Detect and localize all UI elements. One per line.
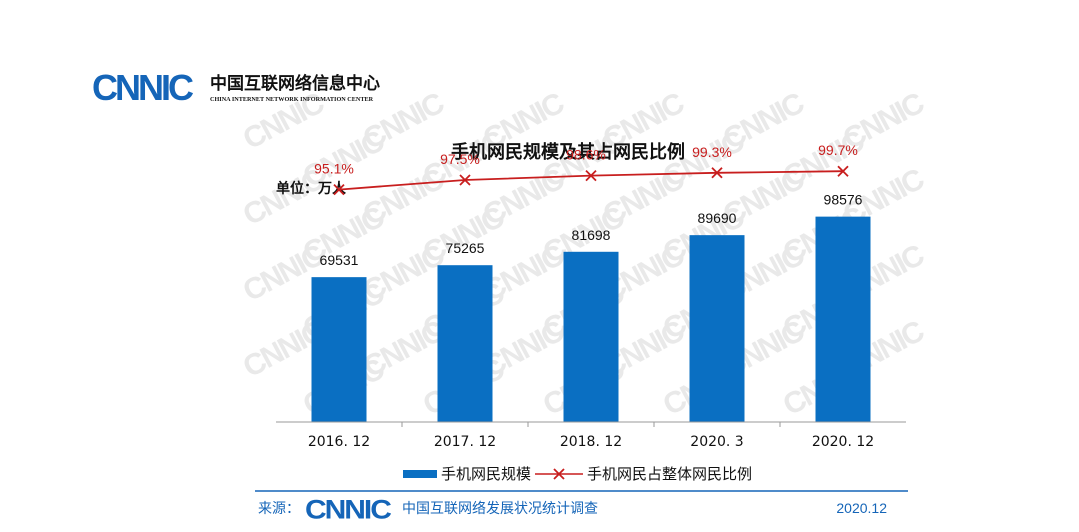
ratio-value-label: 97.5%	[440, 151, 480, 167]
x-tick-label: 2018. 12	[560, 434, 622, 450]
ratio-value-label: 95.1%	[314, 161, 354, 177]
legend-line-label: 手机网民占整体网民比例	[587, 465, 752, 483]
ratio-value-label: 98.6%	[566, 147, 606, 163]
footer-logo: CNNIC	[305, 495, 391, 525]
unit-label: 单位：万人	[276, 180, 347, 197]
bar-value-label: 81698	[572, 227, 611, 243]
chart-title: 手机网民规模及其占网民比例	[451, 141, 685, 163]
legend-bar-swatch	[403, 470, 437, 478]
bar	[437, 265, 493, 422]
ratio-value-label: 99.3%	[692, 144, 732, 160]
bar	[815, 216, 871, 422]
x-tick-label: 2020. 12	[812, 434, 874, 450]
ratio-marker	[837, 165, 849, 177]
ratio-marker	[711, 167, 723, 179]
legend-line-marker	[553, 468, 565, 480]
bar	[689, 235, 745, 422]
x-tick-label: 2016. 12	[308, 434, 370, 450]
bar-value-label: 89690	[698, 210, 737, 226]
x-tick-label: 2020. 3	[690, 434, 743, 450]
bar	[563, 251, 619, 422]
cnnic-header-logo: CNNIC 中国互联网络信息中心 CHINA INTERNET NETWORK …	[92, 67, 412, 108]
ratio-marker	[333, 183, 345, 196]
ratio-marker	[585, 169, 597, 182]
ratio-marker	[459, 174, 471, 186]
bar-value-label: 69531	[320, 252, 359, 268]
bar-value-label: 75265	[446, 240, 485, 256]
footer-source-org: 中国互联网络发展状况统计调查	[402, 501, 598, 517]
header-org-name-cn: 中国互联网络信息中心	[210, 73, 380, 94]
legend: 手机网民规模 手机网民占整体网民比例	[403, 465, 752, 483]
header-org-name-en: CHINA INTERNET NETWORK INFORMATION CENTE…	[210, 96, 374, 103]
x-tick-label: 2017. 12	[434, 434, 496, 450]
bar-value-label: 98576	[824, 192, 863, 208]
legend-bar-label: 手机网民规模	[441, 465, 531, 483]
ratio-value-label: 99.7%	[818, 142, 858, 158]
bar	[311, 277, 367, 422]
footer-source-label: 来源：	[258, 501, 300, 517]
footer-date: 2020.12	[836, 500, 887, 516]
header-logo-text: CNNIC	[92, 68, 194, 108]
